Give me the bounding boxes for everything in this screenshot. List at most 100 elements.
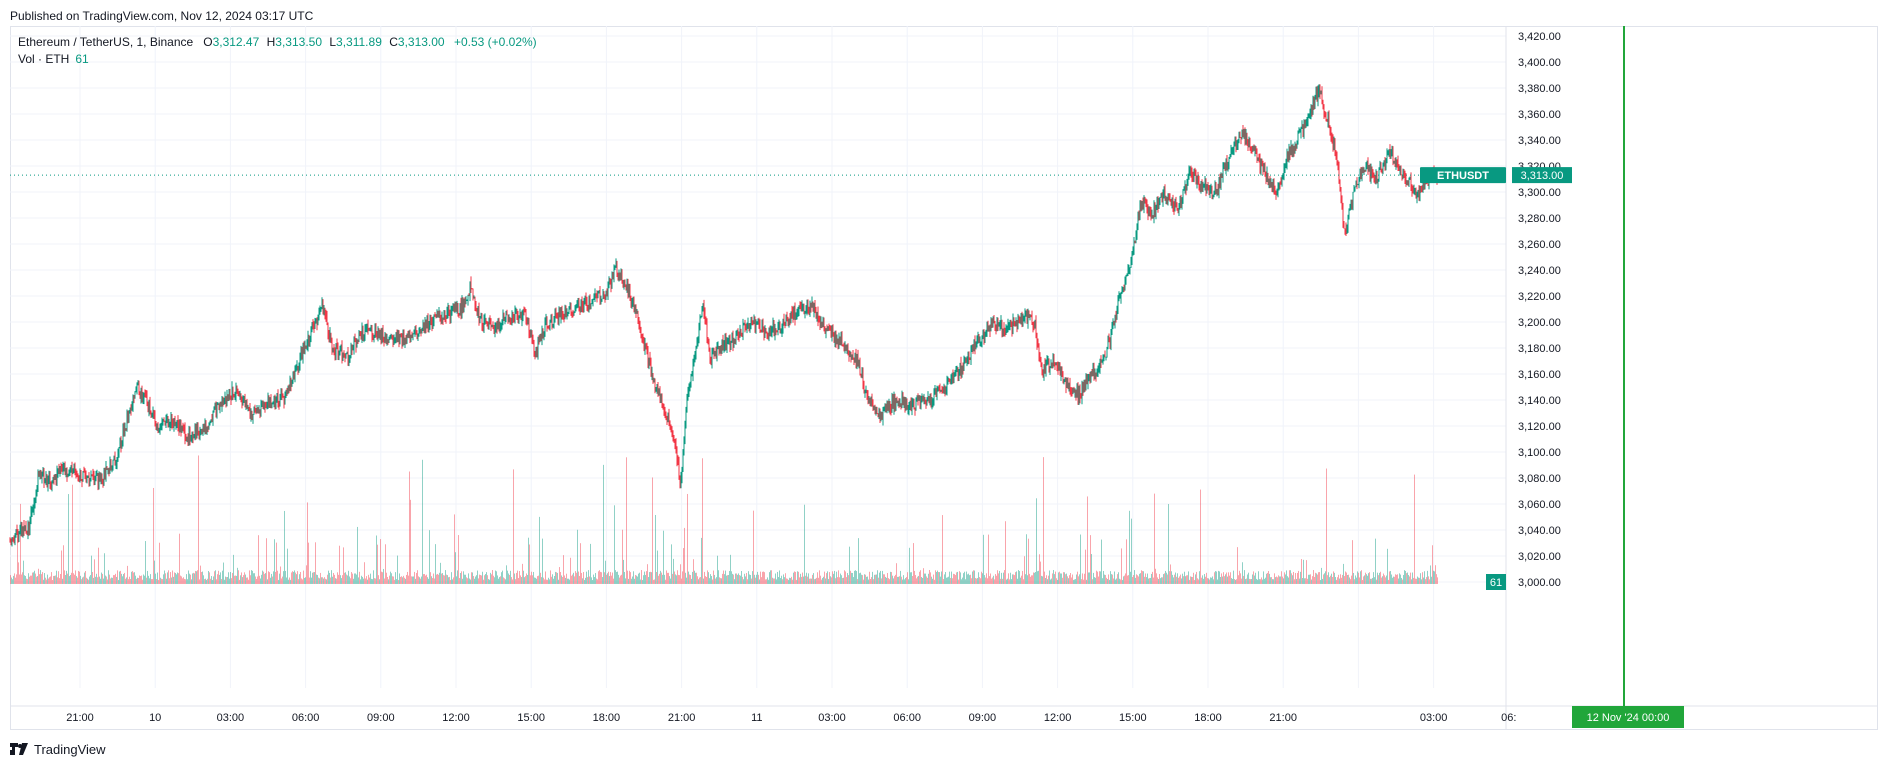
volume-bar: [756, 574, 757, 584]
last-price-badge[interactable]: [1512, 167, 1572, 184]
volume-bar: [1226, 572, 1227, 584]
volume-bar: [724, 574, 725, 584]
volume-bar: [44, 573, 45, 584]
volume-bar: [1216, 571, 1217, 584]
volume-bar: [146, 577, 147, 584]
volume-bar: [910, 572, 911, 584]
volume-bar: [500, 576, 501, 584]
volume-bar: [25, 575, 26, 584]
volume-bar: [1128, 575, 1129, 584]
volume-bar: [1424, 571, 1425, 584]
volume-bar: [1418, 577, 1419, 584]
volume-label[interactable]: Vol · ETH: [18, 52, 70, 66]
volume-bar: [342, 575, 343, 584]
volume-bar: [192, 573, 193, 584]
volume-bar: [135, 575, 136, 584]
volume-bar: [1241, 578, 1242, 584]
volume-bar: [499, 577, 500, 584]
volume-bar: [1428, 576, 1429, 584]
volume-bar: [994, 579, 995, 584]
volume-bar: [1271, 577, 1272, 584]
volume-bar: [652, 477, 653, 584]
volume-bar: [1235, 579, 1236, 584]
volume-bar: [875, 574, 876, 584]
volume-bar: [361, 575, 362, 584]
volume-bar: [543, 577, 544, 584]
volume-bar: [48, 578, 49, 584]
volume-bar: [900, 570, 901, 584]
volume-bar: [410, 499, 411, 584]
volume-bar: [618, 574, 619, 584]
volume-bar: [1397, 574, 1398, 584]
volume-bar: [629, 570, 630, 584]
volume-bar: [230, 572, 231, 584]
volume-bar: [668, 572, 669, 584]
volume-bar: [841, 575, 842, 584]
volume-bar: [356, 574, 357, 584]
volume-badge[interactable]: [1486, 574, 1506, 590]
symbol-title[interactable]: Ethereum / TetherUS, 1, Binance: [18, 35, 194, 49]
volume-bar: [1057, 579, 1058, 584]
volume-bar: [609, 576, 610, 584]
symbol-price-badge[interactable]: [1420, 167, 1506, 184]
volume-bar: [282, 576, 283, 584]
volume-bar: [1104, 574, 1105, 584]
volume-bar: [1200, 489, 1201, 584]
volume-bar: [59, 578, 60, 584]
volume-bar: [285, 570, 286, 584]
volume-bar: [874, 574, 875, 584]
ohlc-row: Ethereum / TetherUS, 1, Binance O3,312.4…: [18, 34, 537, 51]
volume-bar: [1038, 570, 1039, 584]
y-tick-label: 3,340.00: [1518, 135, 1561, 147]
volume-bar: [1083, 579, 1084, 584]
volume-bar: [562, 576, 563, 584]
volume-bar: [868, 579, 869, 584]
volume-bar: [1171, 571, 1172, 584]
volume-bar: [969, 575, 970, 584]
volume-bar: [502, 570, 503, 584]
volume-bar: [178, 573, 179, 584]
volume-bar: [459, 578, 460, 584]
volume-bar: [744, 573, 745, 584]
volume-bar: [861, 574, 862, 584]
volume-bar: [601, 572, 602, 584]
volume-bar: [745, 576, 746, 584]
volume-bar: [984, 575, 985, 584]
tradingview-footer[interactable]: TradingView: [10, 742, 106, 757]
volume-bar: [124, 572, 125, 584]
volume-bar: [867, 576, 868, 584]
volume-bar: [1341, 577, 1342, 584]
volume-bar: [96, 573, 97, 584]
volume-bar: [129, 576, 130, 584]
volume-bar: [12, 579, 13, 584]
volume-bar: [582, 578, 583, 584]
volume-bar: [341, 578, 342, 584]
volume-bar: [1299, 578, 1300, 584]
volume-bar: [726, 575, 727, 584]
volume-bar: [496, 571, 497, 584]
volume-bar: [391, 573, 392, 584]
volume-bar: [911, 572, 912, 584]
volume-bar: [593, 574, 594, 584]
volume-bar: [878, 577, 879, 584]
volume-bar: [1368, 573, 1369, 584]
volume-bar: [1094, 577, 1095, 584]
volume-bar: [823, 576, 824, 584]
volume-bar: [511, 577, 512, 584]
volume-bar: [1095, 577, 1096, 584]
volume-bar: [425, 575, 426, 584]
volume-bar: [1064, 572, 1065, 584]
volume-bar: [1141, 570, 1142, 584]
time-highlight-badge[interactable]: [1572, 706, 1684, 728]
volume-bar: [229, 578, 230, 584]
volume-bar: [442, 573, 443, 584]
volume-bar: [599, 570, 600, 584]
volume-bar: [194, 573, 195, 584]
volume-bar: [660, 570, 661, 584]
volume-bar: [554, 576, 555, 584]
volume-bar: [782, 579, 783, 584]
volume-bar: [267, 579, 268, 584]
volume-bar: [66, 570, 67, 584]
volume-bar: [209, 572, 210, 584]
